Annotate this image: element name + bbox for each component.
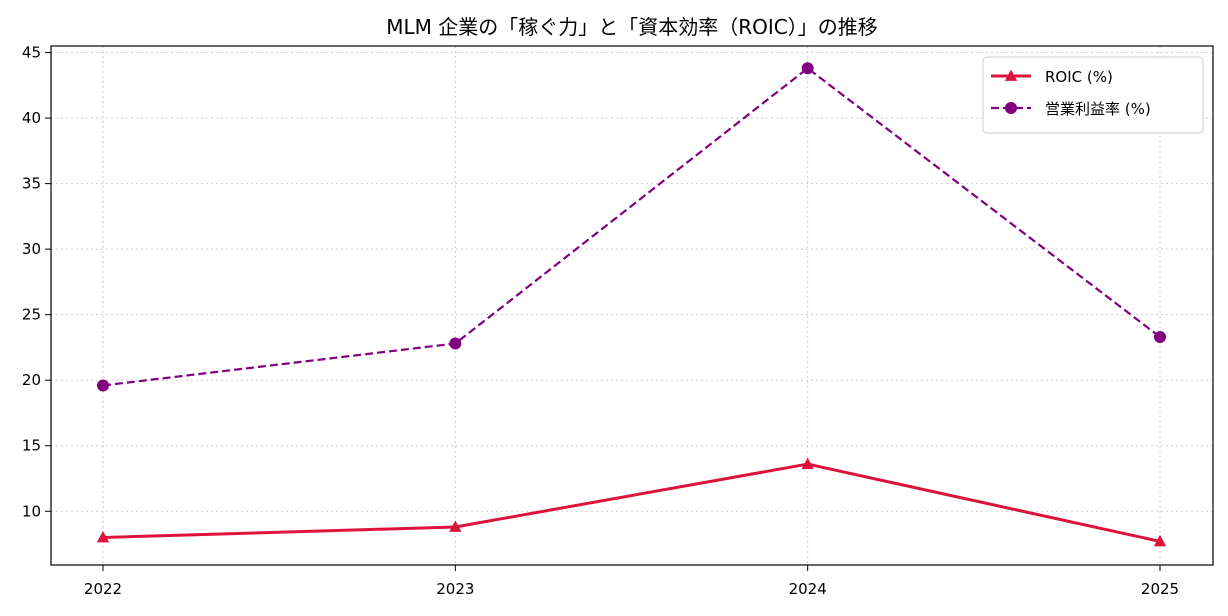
data-point	[801, 62, 814, 75]
legend: ROIC (%) 営業利益率 (%)	[982, 56, 1204, 134]
data-point	[1153, 534, 1167, 547]
data-point	[96, 530, 110, 543]
data-point	[449, 337, 462, 350]
x-tick-label: 2024	[789, 580, 827, 598]
y-tick-label: 30	[22, 240, 41, 258]
series-line	[102, 462, 1161, 543]
legend-box	[982, 56, 1204, 134]
x-tick-label: 2023	[436, 580, 474, 598]
legend-item: 営業利益率 (%)	[991, 100, 1151, 118]
chart-title: MLM 企業の「稼ぐ力」と「資本効率（ROIC）」の推移	[386, 15, 878, 39]
legend-marker	[1004, 69, 1018, 81]
series-line	[102, 67, 1161, 387]
legend-label: 営業利益率 (%)	[1045, 100, 1151, 118]
y-tick-label: 40	[22, 109, 41, 127]
y-tick-label: 25	[22, 306, 41, 324]
data-point	[449, 520, 462, 532]
legend-item: ROIC (%)	[991, 68, 1113, 86]
y-tick-label: 35	[22, 175, 41, 193]
series-1	[96, 457, 1167, 547]
y-tick-label: 10	[22, 502, 41, 520]
legend-label: ROIC (%)	[1045, 68, 1113, 86]
data-point	[97, 379, 109, 392]
y-tick-label: 15	[22, 437, 41, 455]
x-tick-label: 2025	[1141, 580, 1179, 598]
series-layer	[96, 62, 1167, 547]
y-tick-label: 20	[22, 371, 41, 389]
data-point	[801, 457, 814, 469]
y-tick-label: 45	[22, 44, 41, 62]
x-tick-label: 2022	[84, 580, 122, 598]
data-point	[1154, 330, 1166, 343]
series-2	[97, 62, 1166, 392]
legend-marker	[1005, 102, 1017, 114]
plot-frame	[50, 45, 1214, 566]
